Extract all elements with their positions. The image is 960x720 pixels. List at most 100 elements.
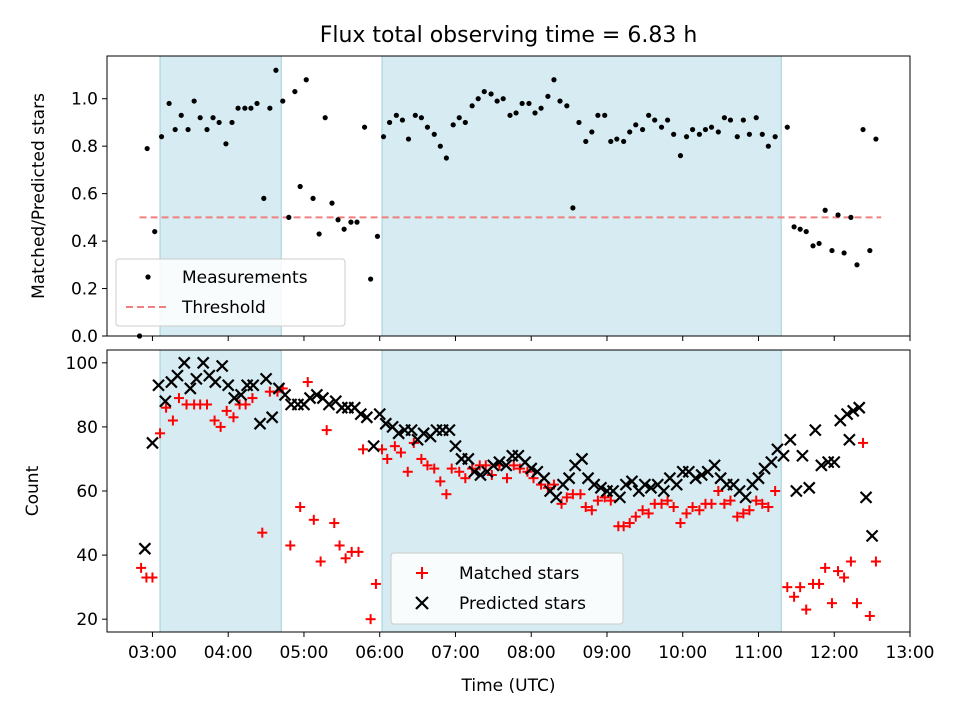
predicted-star-point bbox=[765, 455, 778, 469]
predicted-star-point bbox=[196, 356, 210, 370]
measurement-point bbox=[273, 67, 279, 73]
measurement-point bbox=[816, 240, 822, 247]
matched-star-point bbox=[514, 463, 525, 474]
measurement-point bbox=[310, 195, 316, 201]
matched-star-point bbox=[382, 453, 393, 464]
predicted-star-point bbox=[594, 481, 608, 495]
predicted-star-point bbox=[367, 439, 380, 453]
measurement-point bbox=[424, 124, 431, 130]
top-y-tick-label: 0.2 bbox=[71, 280, 98, 300]
matched-star-point bbox=[215, 421, 226, 432]
matched-star-point bbox=[402, 466, 413, 477]
predicted-star-point bbox=[322, 398, 336, 411]
measurement-point bbox=[185, 126, 191, 133]
top-y-ticks: 0.0 0.2 0.4 0.6 0.8 1.0 bbox=[71, 90, 107, 347]
matched-star-point bbox=[630, 511, 641, 522]
bottom-y-tick-label: 40 bbox=[76, 546, 98, 566]
measurement-point bbox=[576, 119, 582, 126]
measurement-point bbox=[374, 233, 381, 239]
matched-star-point bbox=[370, 578, 381, 589]
x-tick-label: 10:00 bbox=[658, 643, 707, 663]
matched-star-point bbox=[681, 508, 692, 519]
matched-star-point bbox=[460, 473, 471, 484]
bottom-y-tick-label: 60 bbox=[76, 482, 98, 502]
predicted-star-point bbox=[708, 459, 721, 472]
predicted-star-point bbox=[354, 407, 368, 421]
measurement-point bbox=[210, 115, 216, 121]
measurement-point bbox=[418, 115, 424, 121]
predicted-star-point bbox=[777, 449, 790, 463]
predicted-star-point bbox=[152, 378, 165, 392]
matched-star-point bbox=[161, 402, 172, 413]
matched-star-point bbox=[340, 553, 351, 564]
matched-star-point bbox=[751, 495, 762, 506]
measurement-point bbox=[860, 126, 866, 133]
measurement-point bbox=[835, 212, 841, 218]
bottom-y-axis-label: Count bbox=[23, 465, 43, 516]
top-panel: 0.0 0.2 0.4 0.6 0.8 1.0 Flux total observing … bbox=[29, 23, 911, 347]
matched-star-point bbox=[744, 505, 755, 516]
matched-star-point bbox=[302, 377, 313, 388]
measurement-point bbox=[715, 129, 721, 135]
chart-title: Flux total observing time = 6.83 h bbox=[320, 23, 698, 48]
measurement-point bbox=[583, 138, 589, 145]
measurement-point bbox=[316, 231, 322, 237]
predicted-star-point bbox=[234, 388, 248, 402]
top-y-axis-label: Matched/Predicted stars bbox=[29, 93, 49, 299]
matched-star-point bbox=[789, 591, 800, 602]
predicted-star-point bbox=[493, 455, 506, 469]
measurement-point bbox=[513, 110, 519, 116]
predicted-star-point bbox=[392, 427, 405, 440]
measurement-point bbox=[803, 228, 809, 235]
x-axis-label: Time (UTC) bbox=[461, 676, 556, 696]
measurement-point bbox=[488, 91, 494, 97]
matched-star-point bbox=[365, 614, 376, 625]
predicted-star-point bbox=[739, 491, 752, 504]
matched-star-point bbox=[592, 495, 603, 506]
predicted-star-point bbox=[752, 471, 765, 485]
predicted-star-point bbox=[303, 391, 317, 405]
matched-star-point bbox=[422, 460, 433, 471]
matched-star-point bbox=[429, 463, 440, 474]
measurement-point bbox=[646, 112, 652, 118]
predicted-star-point bbox=[524, 462, 538, 475]
predicted-star-point bbox=[625, 475, 639, 488]
matched-star-point bbox=[353, 546, 364, 557]
measurement-point bbox=[191, 98, 197, 104]
predicted-star-point bbox=[146, 436, 159, 450]
predicted-star-point bbox=[846, 404, 860, 418]
x-tick-label: 12:00 bbox=[810, 643, 859, 663]
measurement-point bbox=[431, 131, 437, 137]
measurement-point bbox=[841, 250, 847, 256]
measurement-point bbox=[765, 143, 771, 149]
measurement-point bbox=[702, 126, 709, 133]
x-tick-label: 05:00 bbox=[279, 643, 328, 663]
predicted-star-point bbox=[443, 423, 456, 437]
measurement-point bbox=[229, 119, 235, 126]
measurement-point bbox=[322, 115, 328, 121]
measurement-point bbox=[235, 105, 241, 111]
legend-matched-label: Matched stars bbox=[459, 564, 579, 584]
predicted-star-point bbox=[815, 459, 828, 472]
matched-star-point bbox=[155, 428, 166, 439]
matched-star-point bbox=[732, 511, 743, 522]
matched-star-point bbox=[508, 460, 519, 471]
matched-star-point bbox=[435, 476, 446, 487]
measurement-point bbox=[507, 112, 513, 118]
predicted-star-point bbox=[417, 427, 430, 440]
measurement-point bbox=[303, 77, 309, 83]
measurement-point bbox=[538, 105, 544, 111]
matched-star-point bbox=[167, 415, 178, 426]
measurement-point bbox=[664, 117, 671, 123]
measurement-point bbox=[589, 129, 595, 135]
measurement-point bbox=[261, 195, 267, 201]
measurement-point bbox=[873, 136, 879, 142]
measurement-point bbox=[689, 126, 696, 133]
measurement-point bbox=[462, 119, 468, 126]
matched-star-point bbox=[329, 518, 340, 529]
matched-star-point bbox=[605, 495, 616, 506]
measurement-point bbox=[368, 276, 374, 282]
measurement-point bbox=[854, 262, 860, 268]
matched-star-point bbox=[864, 610, 875, 621]
predicted-star-point bbox=[537, 471, 551, 485]
